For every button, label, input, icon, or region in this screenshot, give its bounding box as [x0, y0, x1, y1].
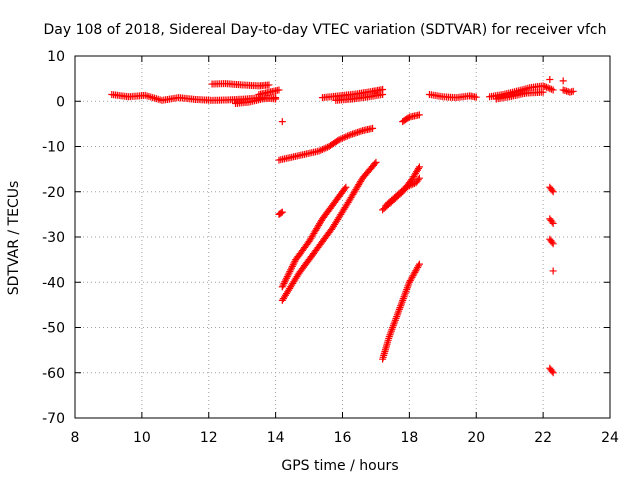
y-tick-label: -70 — [42, 411, 65, 427]
data-point — [405, 182, 413, 190]
data-point — [282, 274, 290, 282]
data-point — [548, 218, 556, 226]
data-points — [108, 76, 577, 377]
data-point — [340, 133, 348, 141]
x-tick-label: 22 — [534, 430, 552, 446]
data-point — [544, 84, 552, 92]
data-point — [379, 90, 387, 98]
data-point — [342, 133, 350, 141]
data-point — [414, 164, 422, 172]
data-point — [409, 180, 417, 188]
data-point — [415, 260, 423, 268]
data-point — [546, 85, 554, 93]
data-point — [344, 132, 352, 140]
data-point — [339, 134, 346, 142]
x-tick-label: 16 — [334, 430, 352, 446]
y-tick-label: -10 — [42, 140, 65, 156]
data-point — [407, 181, 415, 189]
data-point — [320, 145, 328, 153]
grid-lines — [75, 56, 610, 418]
data-point — [559, 77, 567, 85]
data-point — [277, 209, 285, 217]
data-point — [286, 268, 294, 276]
y-tick-label: 10 — [47, 49, 65, 65]
data-point — [337, 135, 345, 143]
data-point — [549, 240, 557, 248]
data-point — [547, 85, 555, 93]
data-point — [335, 136, 343, 144]
data-point — [546, 76, 554, 84]
data-point — [290, 259, 298, 267]
data-point — [289, 261, 297, 269]
y-tick-label: -20 — [42, 185, 65, 201]
data-point — [549, 219, 557, 227]
data-point — [281, 278, 289, 286]
y-tick-label: -60 — [42, 366, 65, 382]
data-point — [539, 88, 547, 96]
data-point — [415, 163, 423, 171]
data-point — [549, 188, 557, 196]
data-point — [342, 183, 350, 191]
data-point — [414, 176, 422, 184]
data-point — [278, 118, 286, 126]
data-point — [282, 276, 290, 284]
data-point — [548, 367, 556, 375]
chart-title: Day 108 of 2018, Sidereal Day-to-day VTE… — [43, 22, 606, 38]
x-tick-label: 20 — [467, 430, 485, 446]
axis-ticks: 8 10 12 14 16 18 20 22 24 10 0 -10 -20 -30 -40 -50 -60 -7… — [42, 49, 619, 446]
data-point — [288, 262, 296, 270]
data-point — [334, 137, 342, 145]
data-point — [341, 185, 349, 193]
data-point — [280, 279, 288, 287]
data-point — [371, 160, 379, 168]
data-point — [549, 369, 557, 377]
data-point — [539, 82, 547, 90]
data-point — [285, 269, 293, 277]
x-axis-label: GPS time / hours — [281, 458, 398, 474]
data-point — [369, 124, 377, 132]
data-point — [288, 264, 296, 272]
data-point — [549, 86, 557, 94]
data-point — [322, 144, 330, 152]
data-point — [272, 94, 280, 102]
data-point — [278, 283, 286, 291]
x-tick-label: 18 — [400, 430, 418, 446]
data-point — [317, 146, 325, 154]
data-point — [315, 147, 323, 155]
data-point — [548, 238, 556, 246]
data-point — [549, 267, 557, 275]
data-point — [548, 186, 556, 194]
data-point — [542, 83, 550, 91]
x-tick-label: 8 — [71, 430, 80, 446]
y-tick-label: 0 — [56, 94, 65, 110]
data-point — [472, 93, 480, 101]
data-point — [323, 143, 331, 151]
data-point — [541, 83, 549, 91]
y-tick-label: -50 — [42, 321, 65, 337]
data-point — [275, 86, 283, 94]
y-tick-label: -40 — [42, 275, 65, 291]
y-axis-label: SDTVAR / TECUs — [6, 181, 22, 296]
data-point — [402, 183, 410, 191]
data-point — [318, 146, 326, 154]
data-point — [415, 174, 423, 182]
data-point — [278, 208, 286, 216]
data-point — [283, 273, 291, 281]
data-point — [415, 111, 423, 119]
x-tick-label: 14 — [267, 430, 285, 446]
x-tick-label: 12 — [200, 430, 218, 446]
data-point — [279, 281, 287, 289]
x-tick-label: 24 — [601, 430, 619, 446]
data-point — [284, 271, 292, 279]
data-point — [287, 266, 295, 274]
data-point — [372, 158, 380, 166]
data-point — [414, 262, 422, 270]
y-tick-label: -30 — [42, 230, 65, 246]
data-point — [265, 81, 273, 89]
data-point — [404, 114, 412, 122]
data-point — [569, 87, 577, 95]
x-tick-label: 10 — [133, 430, 151, 446]
data-point — [404, 182, 412, 190]
